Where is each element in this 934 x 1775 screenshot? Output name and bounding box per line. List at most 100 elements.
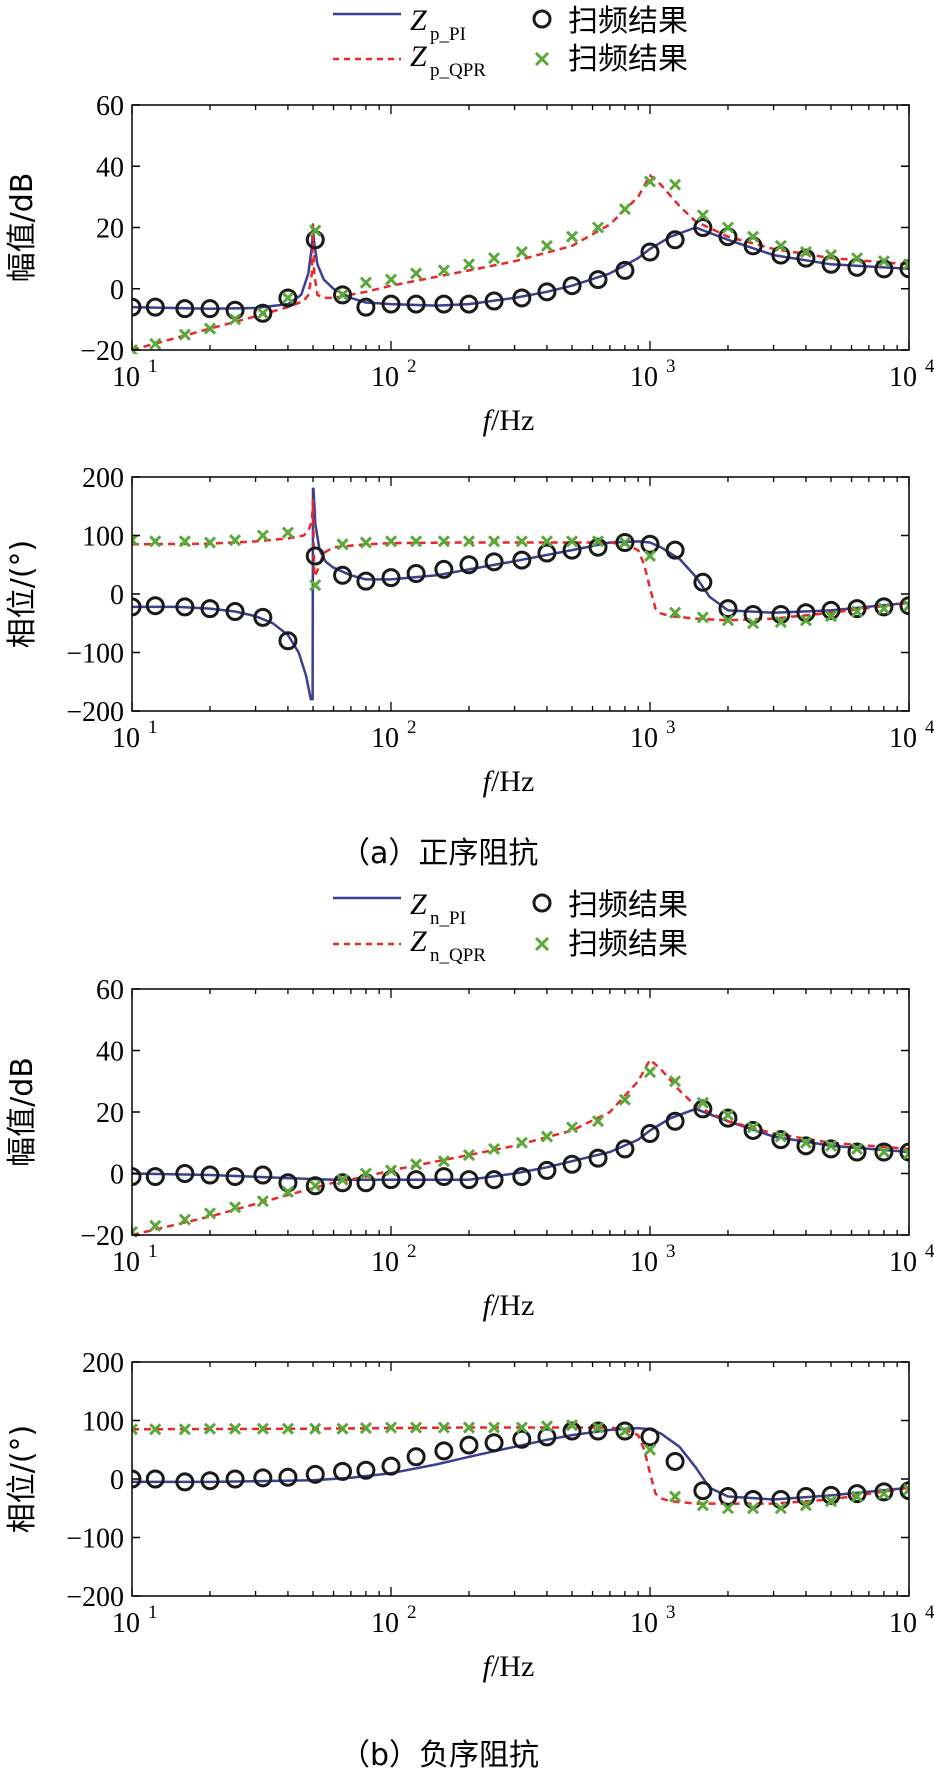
- scan-pi-point: [175, 597, 195, 617]
- scan-pi-point: [640, 1427, 660, 1447]
- scan-qpr-point: [488, 1421, 501, 1434]
- scan-qpr-point: [336, 538, 349, 551]
- scan-qpr-point: [178, 328, 191, 341]
- scan-pi-point: [899, 1142, 909, 1162]
- x-tick-label: 10 4: [889, 1602, 934, 1639]
- svg-text:10: 10: [889, 362, 917, 393]
- legend-b-qpr-label: Z: [410, 925, 427, 958]
- scan-pi-point: [175, 1164, 195, 1183]
- scan-pi-point: [640, 242, 660, 262]
- scan-qpr-point: [747, 617, 760, 630]
- legend-b-qpr-sub: n_QPR: [430, 945, 486, 966]
- axes-frame: [131, 1361, 910, 1597]
- scan-qpr-point: [437, 264, 450, 277]
- y-tick-label: 0: [110, 1465, 124, 1496]
- svg-text:2: 2: [407, 356, 417, 377]
- scan-qpr-point: [696, 1096, 709, 1109]
- svg-text:10: 10: [371, 723, 399, 754]
- scan-pi-point: [406, 1447, 426, 1467]
- scan-qpr-point: [774, 616, 787, 629]
- legend-a-scan-pi-label: 扫频结果: [568, 4, 688, 39]
- scan-pi-point: [562, 276, 582, 296]
- scan-qpr-point: [359, 276, 372, 289]
- scan-qpr-point: [824, 249, 838, 262]
- scan-qpr-point: [774, 1502, 787, 1515]
- scan-qpr-point: [877, 602, 890, 615]
- scan-qpr-point: [149, 337, 162, 350]
- scan-pi-point: [253, 607, 273, 627]
- scan-pi-point: [874, 1482, 894, 1502]
- y-tick-label: −200: [66, 697, 124, 728]
- scan-qpr-point: [799, 245, 812, 259]
- scan-qpr-point: [618, 1424, 631, 1438]
- scan-qpr-point: [309, 224, 322, 237]
- panel-b-phase: −200 −100 0 100 200 10 1 10 2 10 3 10 4 f/Hz 相位/(°): [5, 1348, 934, 1683]
- scan-qpr-point: [591, 535, 605, 548]
- scan-pi-point: [874, 597, 894, 617]
- scan-pi-point: [200, 299, 220, 319]
- scan-qpr-point: [747, 1502, 760, 1515]
- scan-qpr-point: [359, 536, 372, 549]
- svg-text:4: 4: [925, 717, 934, 738]
- scan-qpr-point: [669, 1075, 682, 1088]
- scan-qpr-point: [203, 322, 217, 335]
- scan-qpr-point: [799, 614, 812, 627]
- legend-b-scan-qpr-label: 扫频结果: [568, 927, 688, 962]
- y-tick-label: 40: [96, 152, 124, 183]
- y-tick-label: 0: [110, 580, 124, 611]
- scan-pi-point: [743, 1120, 763, 1140]
- scan-pi-point: [512, 288, 532, 308]
- scan-qpr-point: [669, 178, 682, 191]
- legend-a-qpr-sub: p_QPR: [430, 60, 486, 81]
- scan-qpr-point: [410, 1158, 423, 1171]
- scan-qpr-point: [336, 288, 349, 301]
- svg-text:1: 1: [148, 1602, 158, 1623]
- scan-qpr-point: [309, 1422, 322, 1435]
- svg-text:10: 10: [630, 1247, 658, 1278]
- scan-pi-point: [718, 1108, 738, 1128]
- scan-pi-point: [333, 565, 353, 585]
- legend-a-pi-label: Z: [410, 4, 427, 37]
- scan-qpr-point: [721, 1502, 735, 1515]
- x-tick-label: 10 4: [889, 1241, 934, 1278]
- scan-qpr-point: [850, 605, 864, 618]
- scan-pi-point: [821, 1139, 841, 1159]
- scan-qpr-point: [850, 1490, 864, 1503]
- scan-pi-point: [305, 546, 325, 566]
- scan-qpr-point: [149, 1423, 162, 1436]
- scan-qpr-point: [384, 1164, 398, 1177]
- x-tick-label: 10 1: [112, 717, 158, 754]
- x-tick-label: 10 4: [889, 717, 934, 754]
- scan-qpr-point: [384, 1421, 398, 1434]
- scan-qpr-point: [618, 203, 631, 216]
- y-tick-label: −20: [80, 1221, 124, 1252]
- axes-frame: [131, 988, 910, 1236]
- scan-qpr-point: [774, 239, 787, 252]
- legend-b-scan-qpr-marker: [534, 936, 550, 952]
- scan-qpr-point: [696, 1499, 709, 1512]
- scan-pi-point: [175, 1472, 195, 1492]
- scan-qpr-point: [540, 1130, 553, 1143]
- caption-b: （b）负序阻抗: [340, 1738, 539, 1773]
- scan-qpr-point: [410, 267, 423, 280]
- scan-qpr-point: [565, 230, 579, 243]
- scan-pi-point: [333, 1461, 353, 1481]
- pi-curve: [132, 487, 909, 701]
- svg-text:10: 10: [630, 723, 658, 754]
- scan-qpr-point: [540, 1420, 553, 1433]
- y-tick-label: 60: [96, 91, 124, 122]
- scan-qpr-point: [309, 1179, 322, 1192]
- scan-pi-point: [821, 600, 841, 620]
- scan-qpr-point: [488, 535, 501, 548]
- scan-qpr-point: [565, 1121, 579, 1134]
- x-tick-label: 10 3: [630, 356, 676, 393]
- scan-pi-point: [225, 602, 245, 622]
- y-axis-label: 幅值/dB: [5, 173, 40, 283]
- scan-qpr-point: [336, 1422, 349, 1435]
- scan-qpr-point: [877, 1145, 890, 1159]
- svg-text:3: 3: [666, 717, 676, 738]
- scan-qpr-point: [203, 1422, 217, 1435]
- scan-qpr-point: [203, 536, 217, 549]
- scan-pi-point: [145, 297, 165, 317]
